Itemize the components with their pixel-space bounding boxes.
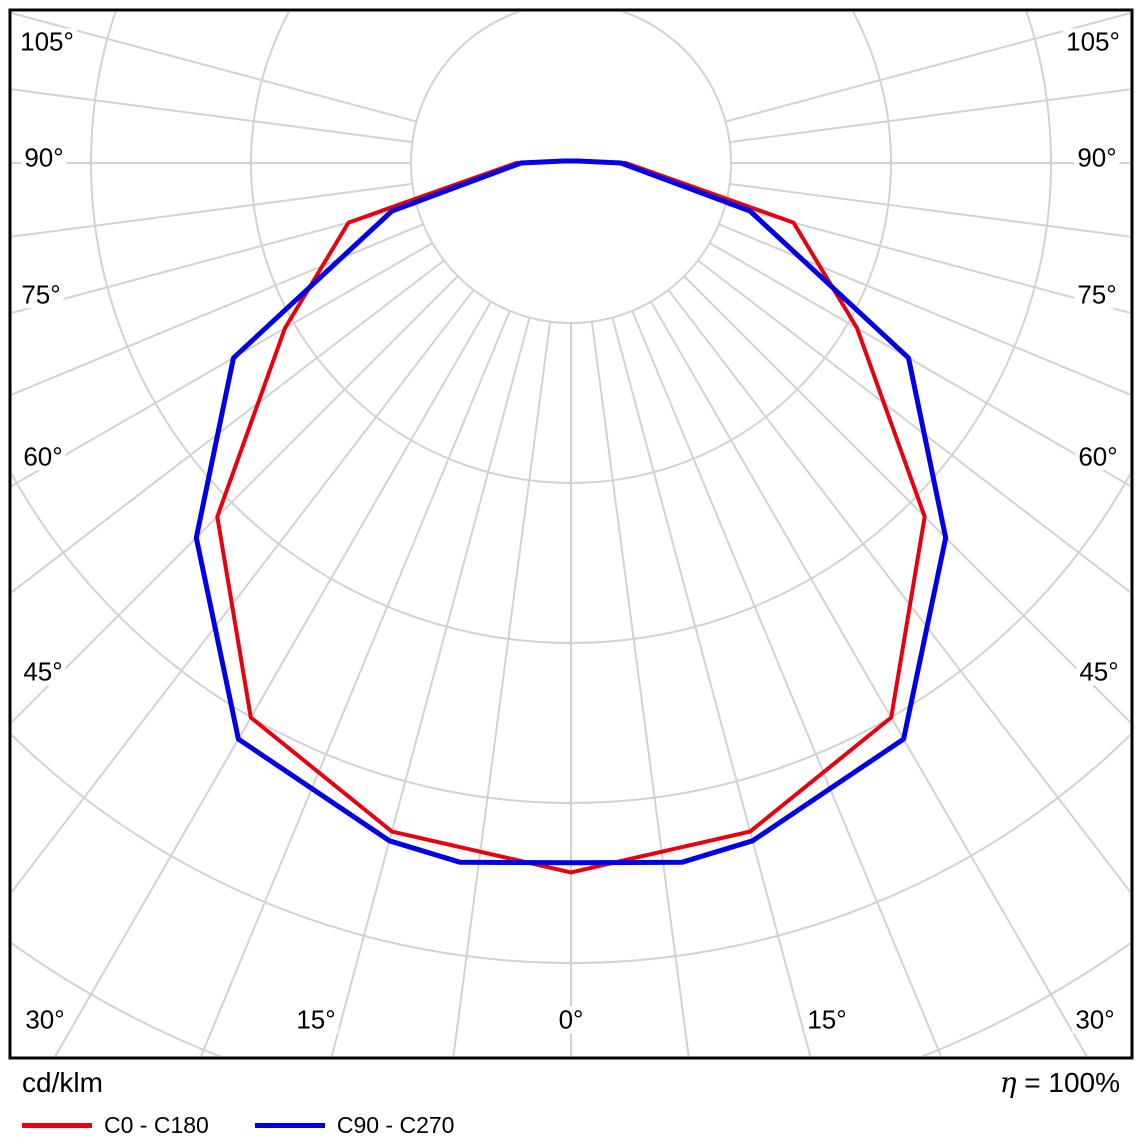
polar-plot-frame: 105° 105° 90° 90° 75° 75° 60° 60° 45° 45° 30° 30° 15… bbox=[8, 8, 1134, 1060]
grid-ray bbox=[12, 289, 475, 894]
angle-tick-label: 75° bbox=[18, 281, 64, 309]
angle-tick-label: 15° bbox=[293, 1006, 339, 1034]
c0-c180-label: C0 - C180 bbox=[104, 1112, 209, 1138]
grid-ray bbox=[729, 182, 1130, 238]
curve-c90-c270 bbox=[193, 158, 949, 866]
grid-ray bbox=[200, 310, 511, 1056]
grid-ray bbox=[12, 259, 445, 594]
grid-ray bbox=[12, 223, 424, 396]
legend-item-c0-c180: C0 - C180 bbox=[22, 1112, 209, 1139]
c90-c270-label: C90 - C270 bbox=[336, 1112, 455, 1138]
grid-ray bbox=[683, 275, 1130, 724]
polar-grid bbox=[12, 12, 1130, 1056]
angle-tick-label: 0° bbox=[555, 1006, 587, 1034]
angle-tick-label: 60° bbox=[20, 443, 66, 471]
legend-header-row: cd/klm η = 100% bbox=[22, 1066, 1120, 1099]
grid-ray bbox=[12, 182, 413, 238]
grid-ray bbox=[611, 317, 812, 1056]
grid-ray bbox=[650, 301, 1088, 1056]
angle-tick-label: 90° bbox=[1074, 144, 1120, 172]
legend-item-c90-c270: C90 - C270 bbox=[254, 1112, 455, 1139]
polar-chart bbox=[8, 8, 1134, 1060]
grid-ray bbox=[12, 12, 417, 123]
grid-ray bbox=[709, 242, 1130, 487]
grid-ray bbox=[590, 321, 690, 1056]
grid-ray bbox=[12, 203, 417, 314]
grid-ray bbox=[452, 321, 552, 1056]
angle-tick-label: 75° bbox=[1074, 281, 1120, 309]
grid-ray bbox=[54, 301, 492, 1056]
angle-tick-label: 90° bbox=[21, 144, 67, 172]
grid-ray bbox=[12, 88, 413, 144]
angle-tick-label: 15° bbox=[804, 1006, 850, 1034]
legend-bar: cd/klm η = 100% C0 - C180 C90 - C270 bbox=[0, 1062, 1142, 1139]
plot-border bbox=[8, 8, 1134, 1060]
angle-tick-label: 45° bbox=[1076, 658, 1122, 686]
c0-c180-key-line bbox=[22, 1123, 92, 1128]
grid-ray bbox=[12, 242, 433, 487]
curves bbox=[193, 158, 949, 875]
efficiency-label: η = 100% bbox=[1000, 1066, 1120, 1099]
angle-tick-label: 30° bbox=[1072, 1006, 1118, 1034]
angle-tick-label: 45° bbox=[20, 658, 66, 686]
grid-ray bbox=[718, 223, 1130, 396]
efficiency-value: = 100% bbox=[1024, 1067, 1120, 1098]
grid-ray bbox=[667, 289, 1130, 894]
angle-tick-label: 30° bbox=[22, 1006, 68, 1034]
grid-ray bbox=[697, 259, 1130, 594]
angle-tick-label: 105° bbox=[1063, 28, 1123, 56]
legend-series-row: C0 - C180 C90 - C270 bbox=[22, 1112, 1120, 1139]
c90-c270-key-line bbox=[254, 1123, 325, 1128]
angle-tick-label: 60° bbox=[1075, 443, 1121, 471]
unit-label: cd/klm bbox=[22, 1067, 103, 1098]
grid-ray bbox=[725, 203, 1130, 314]
angle-tick-label: 105° bbox=[17, 28, 77, 56]
grid-ray bbox=[729, 88, 1130, 144]
grid-ray bbox=[631, 310, 942, 1056]
grid-ray bbox=[12, 275, 459, 724]
grid-ray bbox=[725, 12, 1130, 123]
grid-ray bbox=[330, 317, 531, 1056]
curve-c0-c180 bbox=[215, 159, 927, 875]
eta-symbol: η bbox=[999, 1066, 1017, 1099]
